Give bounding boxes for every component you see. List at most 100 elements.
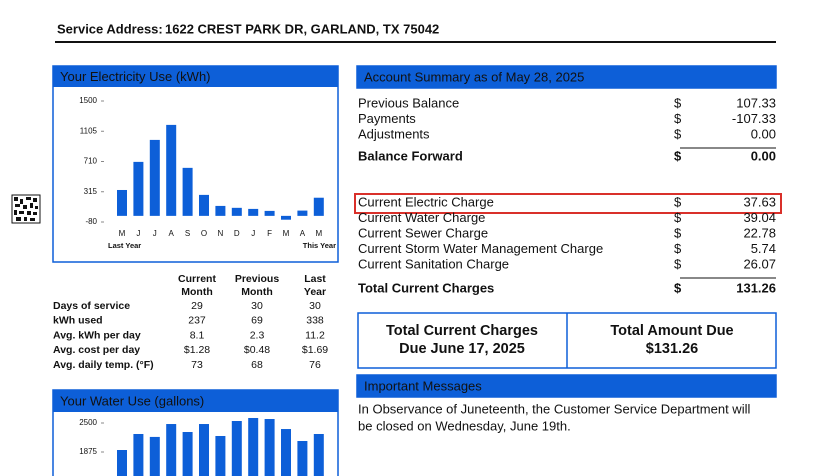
summary-label: Balance Forward [358,148,463,163]
column-header: Month [181,286,213,298]
amount: 0.00 [751,126,776,141]
row-cell: 69 [251,315,263,327]
bar [166,424,177,476]
row-cell: 338 [306,315,324,327]
bar [215,205,226,216]
column-header: Year [304,286,326,298]
row-cell: $1.69 [302,344,328,356]
row-cell: 68 [251,359,263,371]
amount: -107.33 [732,111,776,126]
amount: 5.74 [751,241,776,256]
panel-title: Your Electricity Use (kWh) [60,69,211,84]
amount: 0.00 [751,148,776,163]
column-header: Month [241,286,273,298]
period-label: Last Year [108,241,141,250]
bar [117,450,127,476]
bar [149,436,160,476]
currency-sign: $ [674,241,682,256]
period-label: This Year [303,241,336,250]
row-cell: 76 [309,359,321,371]
bar [182,167,193,216]
y-tick-label: 2500 [79,418,97,427]
bar [199,194,209,216]
row-label: Days of service [53,300,130,312]
row-cell: 30 [309,300,321,312]
y-tick-label: 710 [84,157,98,166]
row-cell: 29 [191,300,203,312]
due-text: Total Current Charges [386,323,538,339]
panel-title: Account Summary as of May 28, 2025 [364,69,584,84]
row-cell: $0.48 [244,344,270,356]
bar [231,421,242,476]
x-tick-label: O [201,229,207,238]
amount: 37.63 [743,194,776,209]
x-tick-label: J [251,229,255,238]
row-cell: 11.2 [305,329,325,341]
summary-label: Current Electric Charge [358,194,494,209]
y-tick-label: 1105 [80,126,98,135]
panel-header [53,66,338,87]
bar [166,124,177,216]
y-tick-label: 1500 [79,96,97,105]
currency-sign: $ [674,126,682,141]
amount: 22.78 [743,225,776,240]
panel-header [357,66,776,88]
bar [264,419,275,476]
x-tick-label: D [234,229,240,238]
bar [281,215,291,220]
row-label: Avg. cost per day [53,344,140,356]
barcode [11,194,41,224]
panel-title: Important Messages [364,378,482,393]
highlight-box [354,193,782,214]
currency-sign: $ [674,148,682,163]
due-text: Total Amount Due [610,323,733,339]
service-label: Service Address: [57,21,163,36]
panel-header [357,375,776,397]
row-cell: 30 [251,300,263,312]
column-header: Current [178,273,216,285]
message-line: be closed on Wednesday, June 19th. [358,418,571,433]
x-tick-label: S [185,229,190,238]
x-tick-label: M [119,229,126,238]
row-label: kWh used [53,315,103,327]
y-tick-label: 315 [84,187,98,196]
row-cell: 8.1 [190,329,205,341]
bar [133,433,144,476]
bar [149,139,160,216]
bar [297,441,308,476]
bar [117,189,127,216]
bar [199,424,209,476]
y-tick-label: 1875 [79,447,97,456]
x-tick-label: F [267,229,272,238]
panel-title: Your Water Use (gallons) [60,393,204,408]
summary-label: Total Current Charges [358,280,494,295]
bar [264,210,275,216]
summary-label: Current Storm Water Management Charge [358,241,603,256]
column-header: Previous [235,273,280,285]
summary-label: Current Sewer Charge [358,225,488,240]
row-cell: 73 [191,359,203,371]
row-label: Avg. daily temp. (°F) [53,359,154,371]
bar [215,435,226,476]
summary-label: Current Sanitation Charge [358,256,509,271]
bar [182,432,193,476]
due-text: $131.26 [646,341,698,357]
y-tick-label: -80 [85,217,97,226]
column-header: Last [304,273,326,285]
x-tick-label: N [218,229,224,238]
summary-label: Previous Balance [358,95,459,110]
x-tick-label: M [283,229,290,238]
currency-sign: $ [674,111,682,126]
currency-sign: $ [674,210,682,225]
currency-sign: $ [674,256,682,271]
x-tick-label: J [136,229,140,238]
row-cell: $1.28 [184,344,210,356]
bar [313,197,324,216]
currency-sign: $ [674,280,682,295]
amount: 26.07 [743,256,776,271]
bar [281,429,291,476]
panel-header [53,390,338,412]
summary-label: Adjustments [358,126,430,141]
